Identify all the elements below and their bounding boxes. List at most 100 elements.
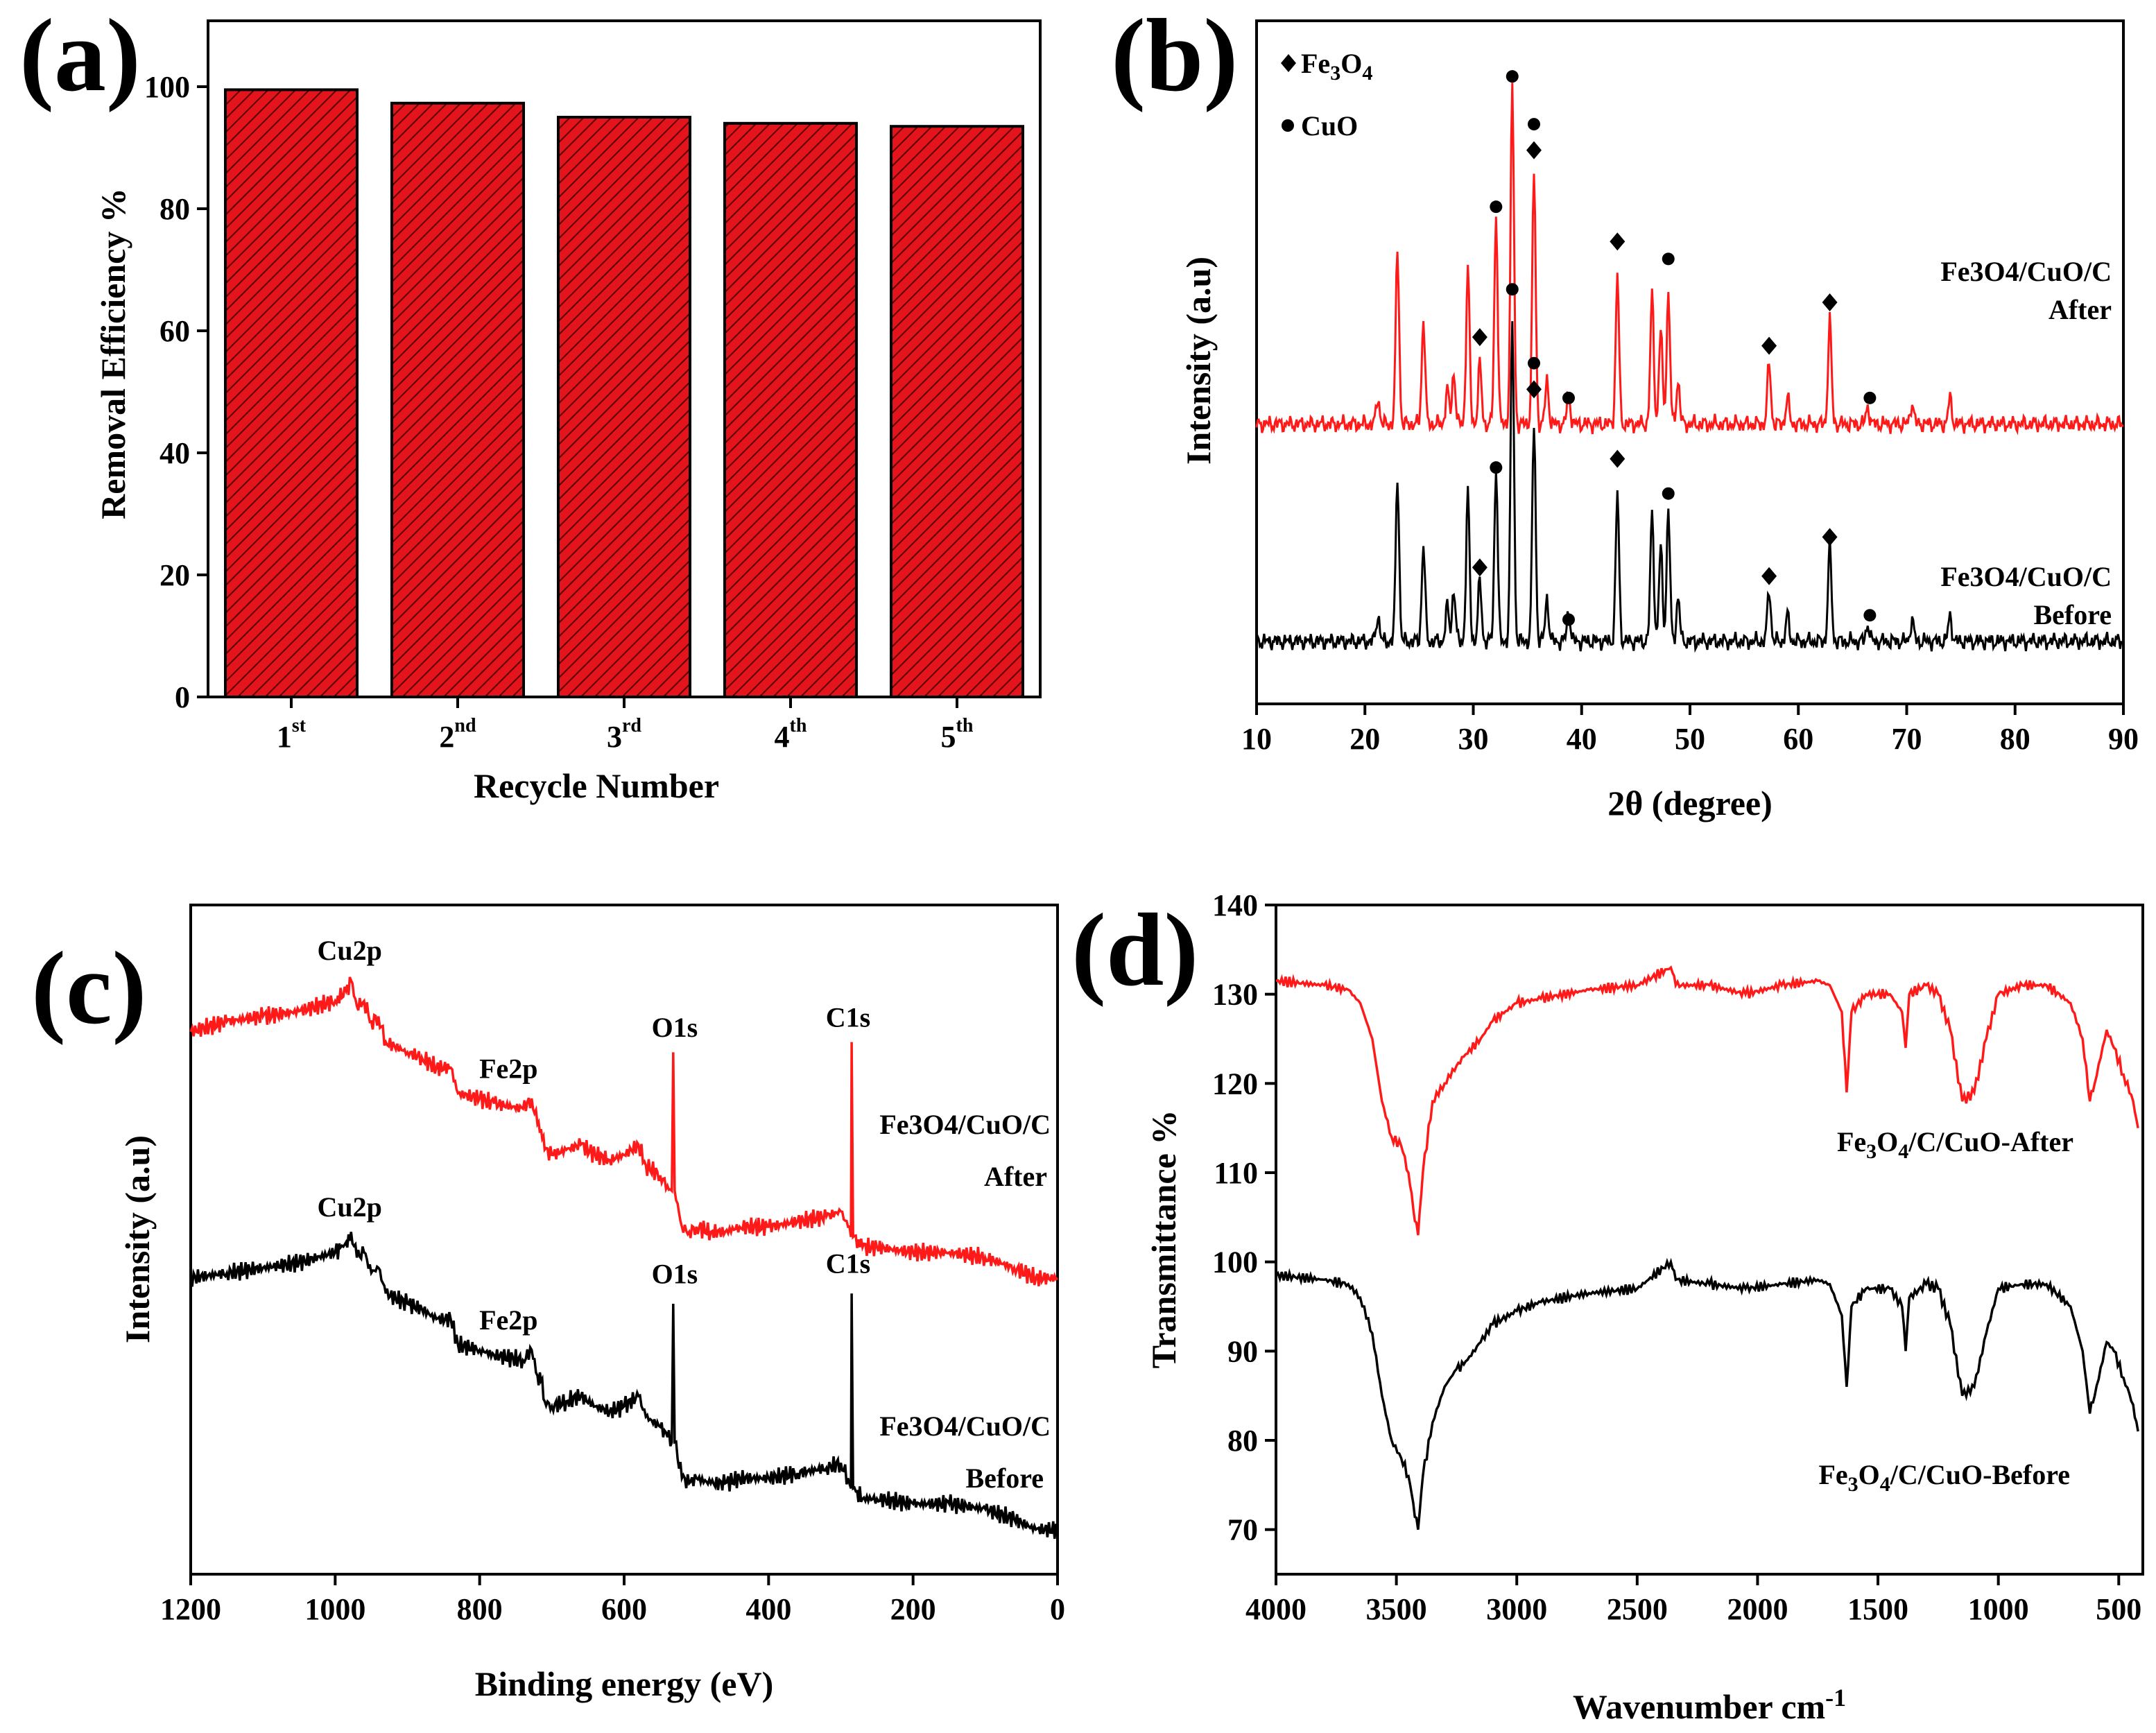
panel-b-y-axis-title: Intensity (a.u) xyxy=(1179,257,1218,465)
panel-a-x-tick-label-sup: th xyxy=(790,715,807,736)
panel-a-x-axis-title: Recycle Number xyxy=(474,766,719,805)
panel-d-x-tick-label: 3500 xyxy=(1366,1592,1427,1626)
panel-a-bar xyxy=(390,101,525,698)
panel-b-fe3o4-marker xyxy=(1822,528,1838,546)
panel-d-x-tick-label: 2500 xyxy=(1607,1592,1668,1626)
panel-d-x-axis-title-main: Wavenumber cm xyxy=(1573,1687,1825,1726)
panel-b-cuo-marker xyxy=(1562,613,1575,626)
panel-b-cuo-marker xyxy=(1662,252,1675,266)
panel-a-bar xyxy=(557,116,691,698)
panel-b-series-line xyxy=(1255,321,2125,653)
panel-c-y-axis-title: Intensity (a.u) xyxy=(118,1135,157,1343)
panel-d-x-tick-label: 4000 xyxy=(1245,1592,1306,1626)
panel-d-series xyxy=(1275,965,2139,1530)
panel-a-x-tick-label: 5th xyxy=(941,715,974,754)
panel-b-x-tick-label: 50 xyxy=(1675,722,1705,756)
panel-b-legend-cuo: CuO xyxy=(1301,110,1358,141)
panel-d-series-label-text: Fe xyxy=(1837,1126,1866,1157)
panel-c-series-line xyxy=(189,976,1059,1286)
panel-a-y-tick-label: 20 xyxy=(159,558,190,592)
panel-b-fe3o4-marker xyxy=(1526,141,1542,159)
panel-b-series-label: Fe3O4/CuO/C xyxy=(1940,256,2112,287)
panel-b-cuo-marker xyxy=(1490,461,1503,474)
panel-b-cuo-marker xyxy=(1863,609,1877,622)
panel-d-x-tick-label: 1000 xyxy=(1968,1592,2029,1626)
panel-d-letter: (d) xyxy=(1071,893,1198,1008)
panel-a-bar xyxy=(224,88,359,698)
panel-b-legend-dot xyxy=(1282,119,1294,132)
panel-a-x-tick-label: 2nd xyxy=(439,715,476,754)
panel-b-series-label-line2: After xyxy=(2049,294,2112,325)
panel-d-series-label-text: Fe xyxy=(1818,1459,1847,1490)
panel-d-series-label-text: /C/CuO-Before xyxy=(1890,1459,2070,1490)
panel-c-series-labels: Fe3O4/CuO/C After Fe3O4/CuO/C Before xyxy=(879,1109,1051,1494)
panel-d-y-axis-title: Transmittance % xyxy=(1144,1110,1183,1369)
panel-b-x-tick-label: 90 xyxy=(2108,722,2139,756)
panel-a-y-tick-label: 0 xyxy=(175,680,190,714)
panel-a-y-tick-label: 100 xyxy=(144,70,190,104)
panel-d-x-axis-title: Wavenumber cm-1 xyxy=(1573,1684,1846,1726)
panel-b-cuo-marker xyxy=(1528,118,1540,131)
panel-b-cuo-marker xyxy=(1490,200,1503,214)
panel-a-letter: (a) xyxy=(19,0,141,113)
panel-c-peak-label: Fe2p xyxy=(479,1304,537,1336)
panel-a-x-tick-label-base: 4 xyxy=(775,720,790,754)
panel-d-series-line xyxy=(1275,1257,2139,1530)
panel-b-cuo-marker xyxy=(1662,487,1675,500)
panel-a-y-ticks: 0 20 40 60 80 100 xyxy=(144,70,208,714)
panel-d-y-tick-label: 120 xyxy=(1212,1067,1258,1101)
panel-d-x-tick-label: 1500 xyxy=(1847,1592,1908,1626)
panel-c-x-tick-label: 0 xyxy=(1050,1592,1065,1626)
panel-d-axes-frame xyxy=(1275,904,2144,1576)
panel-d-x-tick-label: 3000 xyxy=(1486,1592,1547,1626)
panel-c-peak-label: O1s xyxy=(652,1258,698,1289)
panel-a-y-tick-label: 40 xyxy=(159,436,190,470)
panel-d-series-label: Fe3O4/C/CuO-Before xyxy=(1818,1459,2070,1496)
panel-b-x-tick-label: 80 xyxy=(2000,722,2030,756)
panel-a-x-tick-label-sup: st xyxy=(292,715,307,736)
panel-c-peak-label: O1s xyxy=(652,1012,698,1043)
panel-b-cuo-marker xyxy=(1863,391,1877,404)
panel-c-x-tick-label: 600 xyxy=(601,1592,647,1626)
panel-b-series-labels: Fe3O4/CuO/C After Fe3O4/CuO/C Before xyxy=(1940,256,2112,630)
panel-b-series-label: Fe3O4/CuO/C xyxy=(1940,561,2112,592)
panel-b-legend-sub: 4 xyxy=(1362,62,1372,85)
panel-c-x-ticks: 1200 1000 800 600 400 200 0 xyxy=(160,1574,1065,1626)
panel-b-fe3o4-marker xyxy=(1761,567,1777,585)
panel-c-peak-labels: Cu2p Fe2p O1s C1s Cu2p Fe2p O1s C1s xyxy=(317,935,870,1336)
panel-d-y-tick-label: 110 xyxy=(1214,1156,1258,1190)
panel-b-fe3o4-marker xyxy=(1761,336,1777,355)
panel-b-legend: Fe3O4 CuO xyxy=(1281,48,1372,141)
panel-b-x-tick-label: 70 xyxy=(1892,722,1922,756)
panel-c-x-tick-label: 800 xyxy=(457,1592,503,1626)
panel-a-bars xyxy=(224,88,1024,699)
panel-b-axes-frame xyxy=(1255,19,2125,705)
panel-d-y-tick-label: 130 xyxy=(1212,978,1258,1012)
panel-d-series-label-sub: 3 xyxy=(1866,1140,1877,1163)
panel-b-cuo-marker xyxy=(1562,391,1575,404)
panel-b-cuo-marker xyxy=(1506,283,1519,296)
panel-a-x-tick-label: 3rd xyxy=(607,715,641,754)
panel-a-x-tick-label-base: 2 xyxy=(439,720,454,754)
panel-c-x-tick-label: 200 xyxy=(890,1592,936,1626)
panel-c-x-tick-label: 1200 xyxy=(160,1592,221,1626)
panel-c-peak-label: C1s xyxy=(826,1248,870,1279)
panel-b-legend-text: Fe xyxy=(1301,48,1330,79)
panel-c-peak-label: Cu2p xyxy=(317,935,381,966)
panel-d-y-tick-label: 140 xyxy=(1212,888,1258,922)
panel-a-x-tick-label-sup: th xyxy=(956,715,974,736)
panel-a-x-tick-label-sup: nd xyxy=(454,715,476,736)
panel-a-x-tick-label: 4th xyxy=(775,715,807,754)
panel-a-x-tick-label: 1st xyxy=(277,715,307,754)
panel-a-bar xyxy=(723,121,858,699)
panel-a-x-tick-label-base: 3 xyxy=(607,720,622,754)
panel-c-series-label-line2: Before xyxy=(965,1463,1044,1494)
panel-d-series-line xyxy=(1275,965,2139,1236)
panel-d-series-label-sub: 3 xyxy=(1848,1473,1859,1496)
panel-d-y-tick-label: 90 xyxy=(1227,1334,1258,1368)
panel-b-series-line xyxy=(1255,83,2124,436)
panel-c-peak-label: Cu2p xyxy=(317,1191,381,1223)
